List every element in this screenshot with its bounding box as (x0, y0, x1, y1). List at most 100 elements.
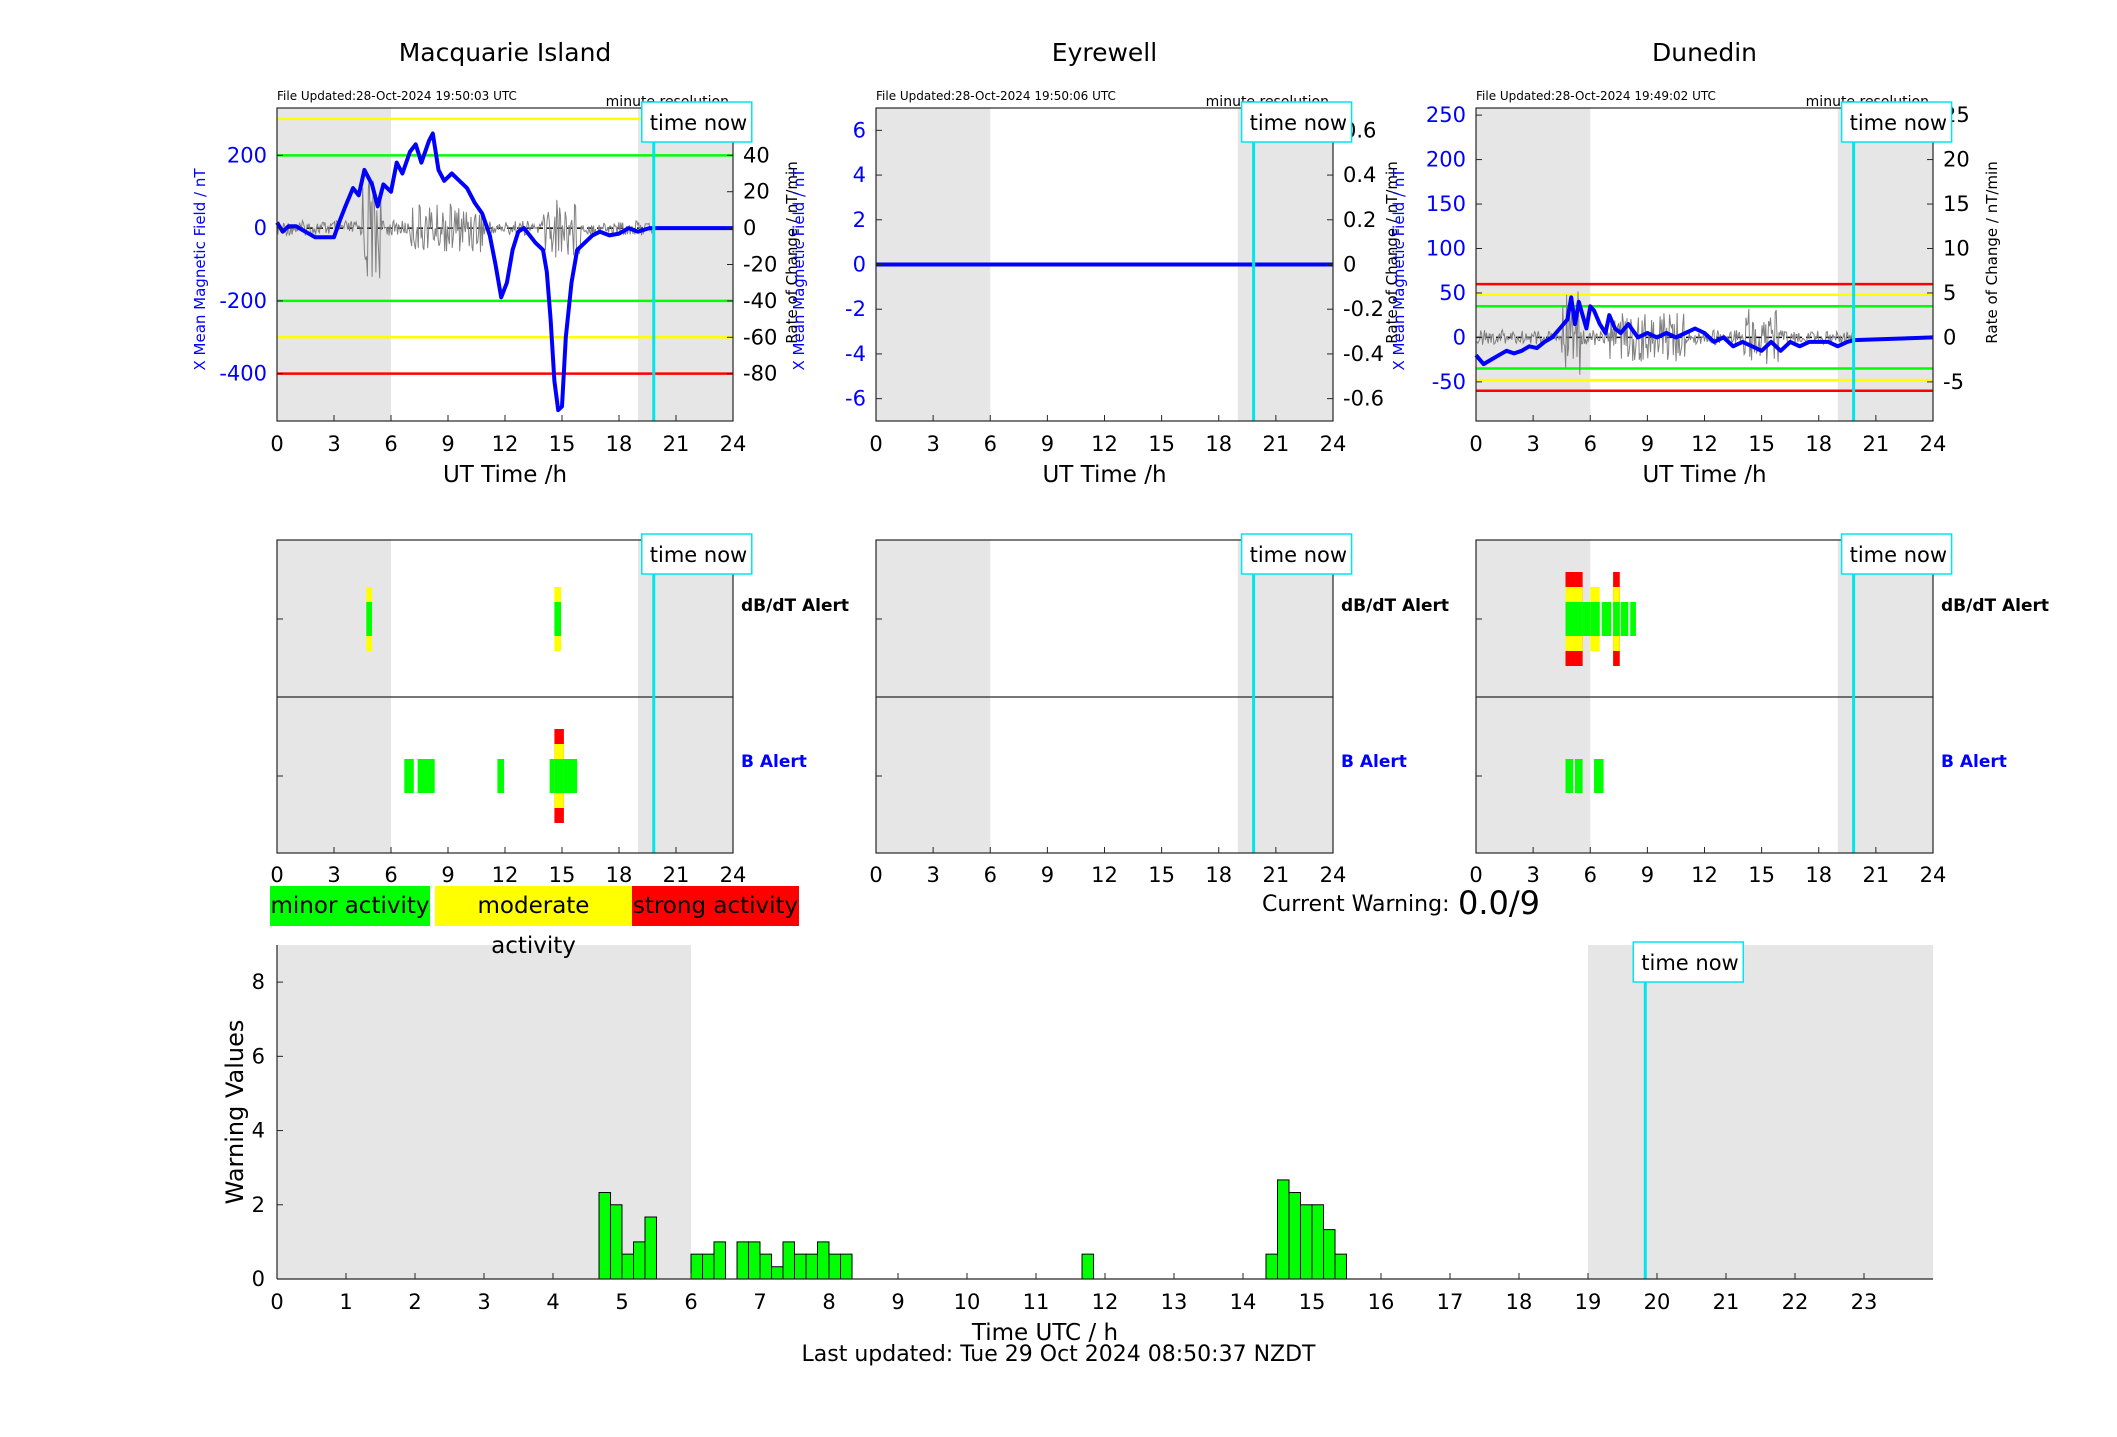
warning-bar (702, 1253, 715, 1280)
x-tick-label: 18 (1805, 432, 1832, 456)
legend-minor-activity: minor activity (270, 886, 430, 926)
night-shading (1837, 108, 1933, 421)
y-axis-label: Warning Values (221, 1020, 249, 1205)
x-tick-label: 3 (1526, 432, 1539, 456)
warning-bar (1323, 1229, 1336, 1280)
alert-marker-level-1 (404, 759, 414, 793)
x-tick-label: 17 (1437, 1290, 1464, 1314)
y-tick-label-right: 0.2 (1343, 208, 1376, 232)
y-tick-label-right: 5 (1943, 281, 1956, 305)
alert-marker-level-1 (1594, 759, 1604, 793)
x-tick-label: 18 (606, 863, 633, 887)
y-tick-label-left: 6 (853, 118, 866, 142)
y-tick-label-right: 0 (1343, 253, 1356, 277)
alert-marker-level-1 (549, 759, 555, 793)
current-warning-value: 0.0/9 (1458, 884, 1541, 922)
file-updated-text: File Updated:28-Oct-2024 19:50:03 UTC (277, 89, 517, 103)
x-tick-label: 18 (1205, 432, 1232, 456)
x-axis-label: Time UTC / h (971, 1320, 1118, 1346)
x-axis-label: UT Time /h (1642, 462, 1766, 488)
x-tick-label: 3 (926, 432, 939, 456)
time-now-box (1840, 533, 1953, 575)
y-tick-label-left: 2 (853, 208, 866, 232)
alert-marker-level-1 (1575, 759, 1583, 793)
x-tick-label: 1 (339, 1290, 352, 1314)
x-tick-label: 11 (1023, 1290, 1050, 1314)
x-tick-label: 18 (606, 432, 633, 456)
y-axis-label-left: X Mean Magnetic Field / nT (191, 168, 209, 371)
x-tick-label: 15 (1148, 432, 1175, 456)
y-tick-label: 2 (252, 1193, 265, 1217)
x-tick-label: 6 (684, 1290, 697, 1314)
y-tick-label-left: 0 (254, 216, 267, 240)
x-tick-label: 8 (822, 1290, 835, 1314)
y-tick-label-right: -80 (743, 362, 777, 386)
x-tick-label: 18 (1805, 863, 1832, 887)
alert-marker-level-1 (1620, 602, 1629, 636)
x-tick-label: 24 (720, 432, 747, 456)
x-axis-label: UT Time /h (1042, 462, 1166, 488)
alert-panels: 0 3 6 9 12 15 18 21 24 dB/dT Alert B Alert time now… (270, 533, 2049, 887)
y-tick-label-right: 0 (743, 216, 756, 240)
time-now-label: time now (1850, 111, 1947, 135)
y-tick-label-left: 4 (853, 163, 866, 187)
x-tick-label: 24 (1320, 432, 1347, 456)
y-tick-label-left: 200 (1426, 148, 1466, 172)
y-tick-label-right: 0 (1943, 325, 1956, 349)
x-tick-label: 15 (1148, 863, 1175, 887)
warning-bar (1288, 1192, 1302, 1280)
x-tick-label: 2 (408, 1290, 421, 1314)
x-tick-label: 21 (1713, 1290, 1740, 1314)
y-tick-label-left: -2 (845, 297, 866, 321)
x-tick-label: 0 (270, 432, 283, 456)
y-tick-label: 8 (252, 970, 265, 994)
y-tick-label: 4 (252, 1119, 265, 1143)
y-tick-label-left: -6 (845, 387, 866, 411)
alert-marker-level-1 (1575, 602, 1583, 636)
warning-bar (759, 1253, 773, 1280)
y-tick-label-left: 0 (1453, 325, 1466, 349)
x-tick-label: 9 (1041, 863, 1054, 887)
y-tick-label-right: 15 (1943, 192, 1970, 216)
dbdt-alert-label: dB/dT Alert (1341, 596, 1449, 616)
warning-bar (621, 1253, 635, 1280)
x-tick-label: 9 (1641, 863, 1654, 887)
x-tick-label: 9 (1041, 432, 1054, 456)
alert-panel-1: 0 3 6 9 12 15 18 21 24 dB/dT Alert B Alert time now (270, 533, 849, 887)
warning-bar (690, 1253, 704, 1280)
y-axis-label-right: Rate of Change / nT/min (1983, 161, 2001, 343)
x-tick-label: 16 (1368, 1290, 1395, 1314)
x-tick-label: 0 (270, 863, 283, 887)
y-tick-label: 0 (252, 1267, 265, 1291)
time-now-label: time now (650, 543, 747, 567)
x-tick-label: 5 (615, 1290, 628, 1314)
alert-marker-level-1 (1590, 602, 1600, 636)
y-tick-label-right: 10 (1943, 236, 1970, 260)
file-updated-text: File Updated:28-Oct-2024 19:50:06 UTC (876, 89, 1116, 103)
time-now-box (641, 533, 753, 575)
warning-bar (1265, 1253, 1278, 1280)
time-now-box (1240, 533, 1353, 575)
time-now-box (1632, 941, 1745, 983)
x-tick-label: 21 (663, 863, 690, 887)
warning-values-chart: 0 1 2 3 4 5 6 7 8 9 10 11 12 13 14 15 16 17 18 19 20 21 22 2302… (221, 941, 1933, 1346)
y-axis-label-right: Rate of Change / nT/min (1383, 161, 1401, 343)
x-tick-label: 0 (869, 432, 882, 456)
x-tick-label: 18 (1506, 1290, 1533, 1314)
night-shading (277, 945, 691, 1279)
warning-bar (840, 1253, 853, 1280)
x-tick-label: 24 (1920, 863, 1947, 887)
b-alert-label: B Alert (1941, 752, 2007, 772)
y-tick-label-right: -0.6 (1343, 387, 1384, 411)
y-tick-label-right: -0.4 (1343, 342, 1384, 366)
x-tick-label: 15 (549, 863, 576, 887)
y-tick-label-left: 0 (853, 253, 866, 277)
x-tick-label: 3 (327, 432, 340, 456)
warning-bar (644, 1216, 657, 1280)
x-tick-label: 9 (441, 863, 454, 887)
x-tick-label: 3 (477, 1290, 490, 1314)
last-updated: Last updated: Tue 29 Oct 2024 08:50:37 N… (801, 1342, 1316, 1367)
alert-marker-level-1 (1601, 602, 1612, 636)
